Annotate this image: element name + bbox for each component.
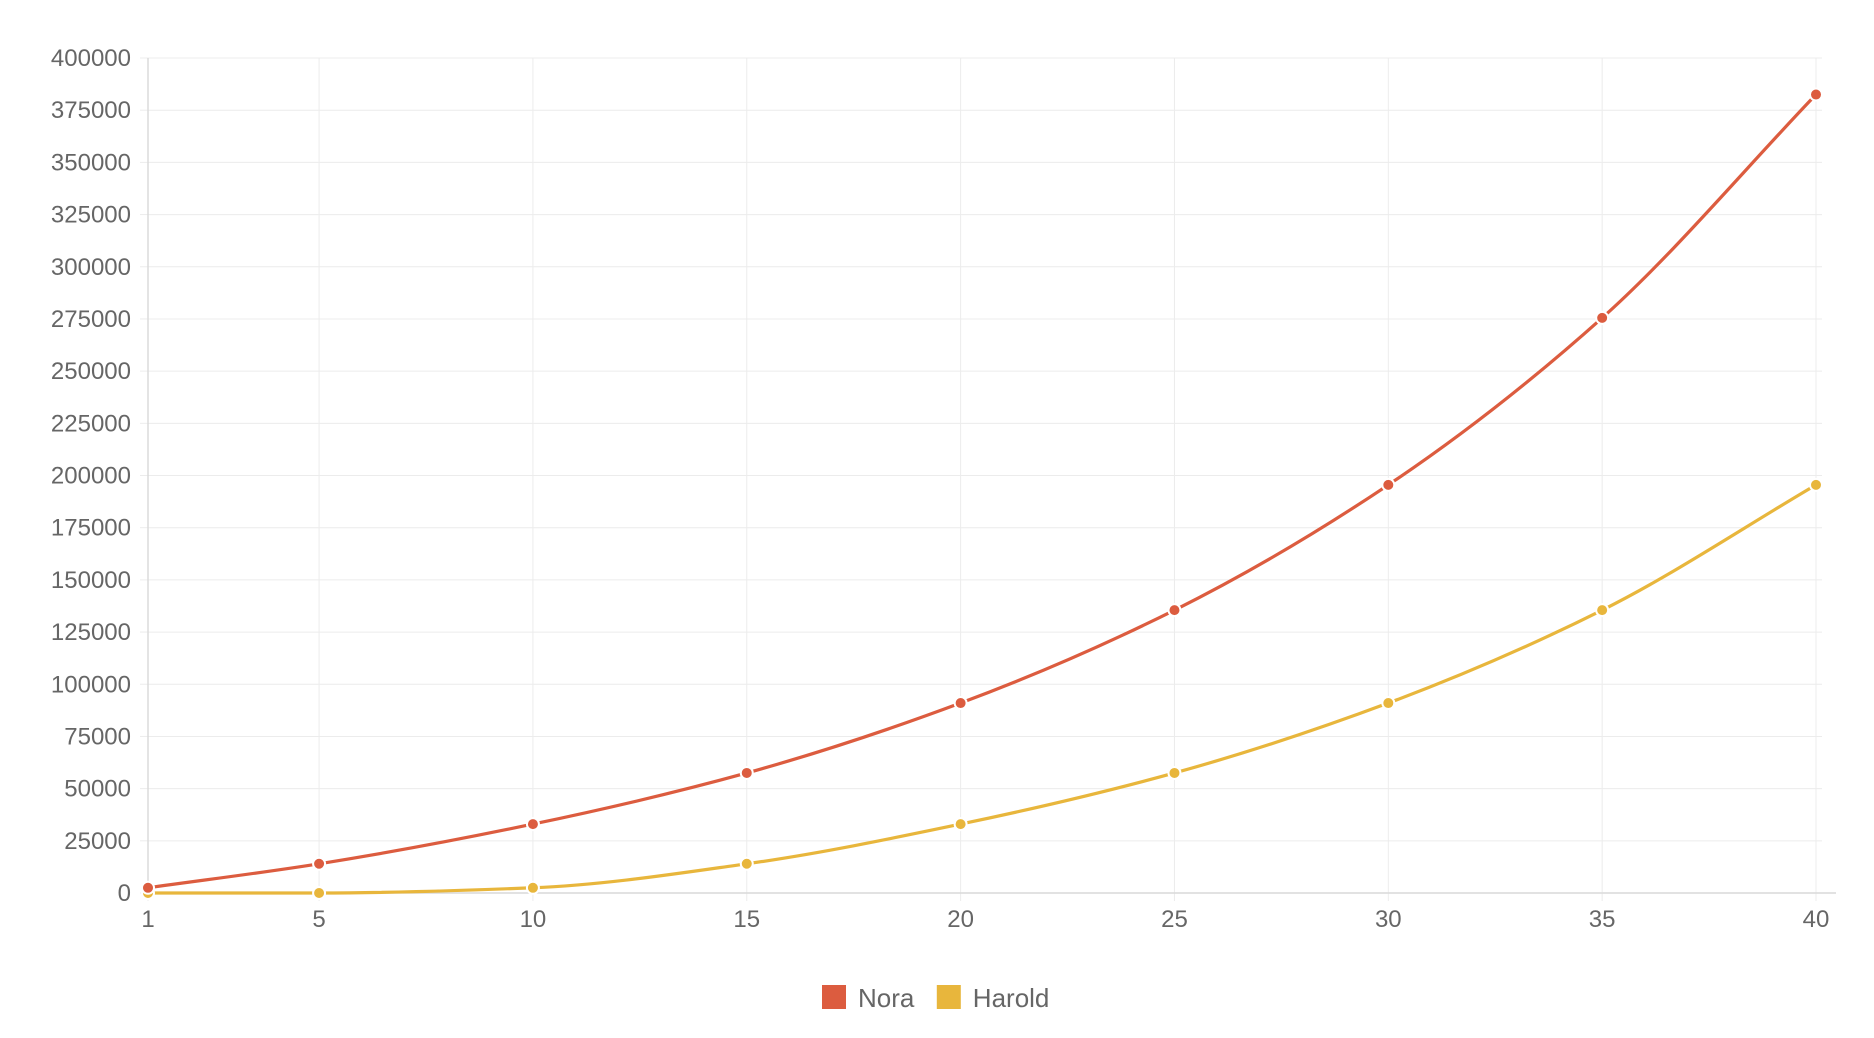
data-point-nora[interactable] [312, 856, 327, 871]
axes: 0 25000 50000 75000 100000 125000 150000 175000… [51, 45, 1836, 933]
legend-label-harold: Harold [973, 983, 1050, 1013]
x-tick-label: 5 [312, 906, 325, 933]
y-tick-label: 225000 [51, 410, 131, 437]
legend-item-harold[interactable]: Harold [936, 983, 1050, 1013]
y-tick-label: 25000 [64, 828, 131, 855]
y-tick-label: 300000 [51, 254, 131, 281]
y-tick-label: 75000 [64, 723, 131, 750]
y-tick-label: 350000 [51, 149, 131, 176]
data-point-harold[interactable] [312, 886, 327, 900]
y-tick-label: 200000 [51, 463, 131, 490]
legend-swatch-harold [936, 985, 961, 1009]
data-point-nora[interactable] [1381, 477, 1396, 492]
series-line-nora [146, 92, 1818, 890]
data-point-harold[interactable] [1381, 696, 1396, 711]
series-harold [141, 477, 1823, 900]
x-tick-label: 15 [733, 906, 760, 933]
legend-label-nora: Nora [858, 983, 915, 1013]
series-line-harold [146, 483, 1818, 895]
data-point-nora[interactable] [141, 880, 155, 895]
series-lines [141, 87, 1823, 900]
y-tick-label: 150000 [51, 567, 131, 594]
y-tick-label: 0 [118, 880, 131, 907]
y-tick-label: 400000 [51, 45, 131, 72]
data-point-harold[interactable] [739, 856, 754, 871]
data-point-nora[interactable] [525, 817, 540, 832]
data-point-harold[interactable] [1167, 765, 1182, 780]
data-point-nora[interactable] [739, 765, 754, 780]
legend-item-nora[interactable]: Nora [822, 983, 915, 1013]
y-tick-label: 375000 [51, 97, 131, 124]
y-tick-label: 325000 [51, 202, 131, 229]
x-tick-label: 20 [947, 906, 974, 933]
data-point-nora[interactable] [1595, 310, 1610, 325]
y-tick-label: 100000 [51, 671, 131, 698]
legend[interactable]: Nora Harold [822, 983, 1049, 1013]
data-point-nora[interactable] [1167, 603, 1182, 618]
data-point-harold[interactable] [953, 817, 968, 832]
data-point-harold[interactable] [1595, 603, 1610, 618]
data-point-nora[interactable] [953, 696, 968, 711]
x-tick-label: 40 [1803, 906, 1830, 933]
y-tick-label: 50000 [64, 776, 131, 803]
x-tick-label: 35 [1589, 906, 1616, 933]
data-point-harold[interactable] [1809, 477, 1823, 492]
x-tick-label: 10 [520, 906, 547, 933]
y-tick-label: 175000 [51, 515, 131, 542]
y-tick-label: 250000 [51, 358, 131, 385]
data-point-harold[interactable] [525, 880, 540, 895]
data-point-nora[interactable] [1809, 87, 1823, 102]
series-nora [141, 87, 1823, 895]
grid [147, 57, 1822, 893]
x-tick-label: 25 [1161, 906, 1188, 933]
x-tick-label: 30 [1375, 906, 1402, 933]
y-tick-label: 275000 [51, 306, 131, 333]
y-tick-label: 125000 [51, 619, 131, 646]
legend-swatch-nora [822, 985, 846, 1009]
x-tick-label: 1 [141, 906, 154, 933]
